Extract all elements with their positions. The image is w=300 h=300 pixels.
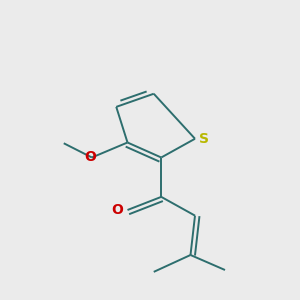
Text: O: O [84, 151, 96, 164]
Text: O: O [111, 203, 123, 217]
Text: S: S [200, 132, 209, 146]
